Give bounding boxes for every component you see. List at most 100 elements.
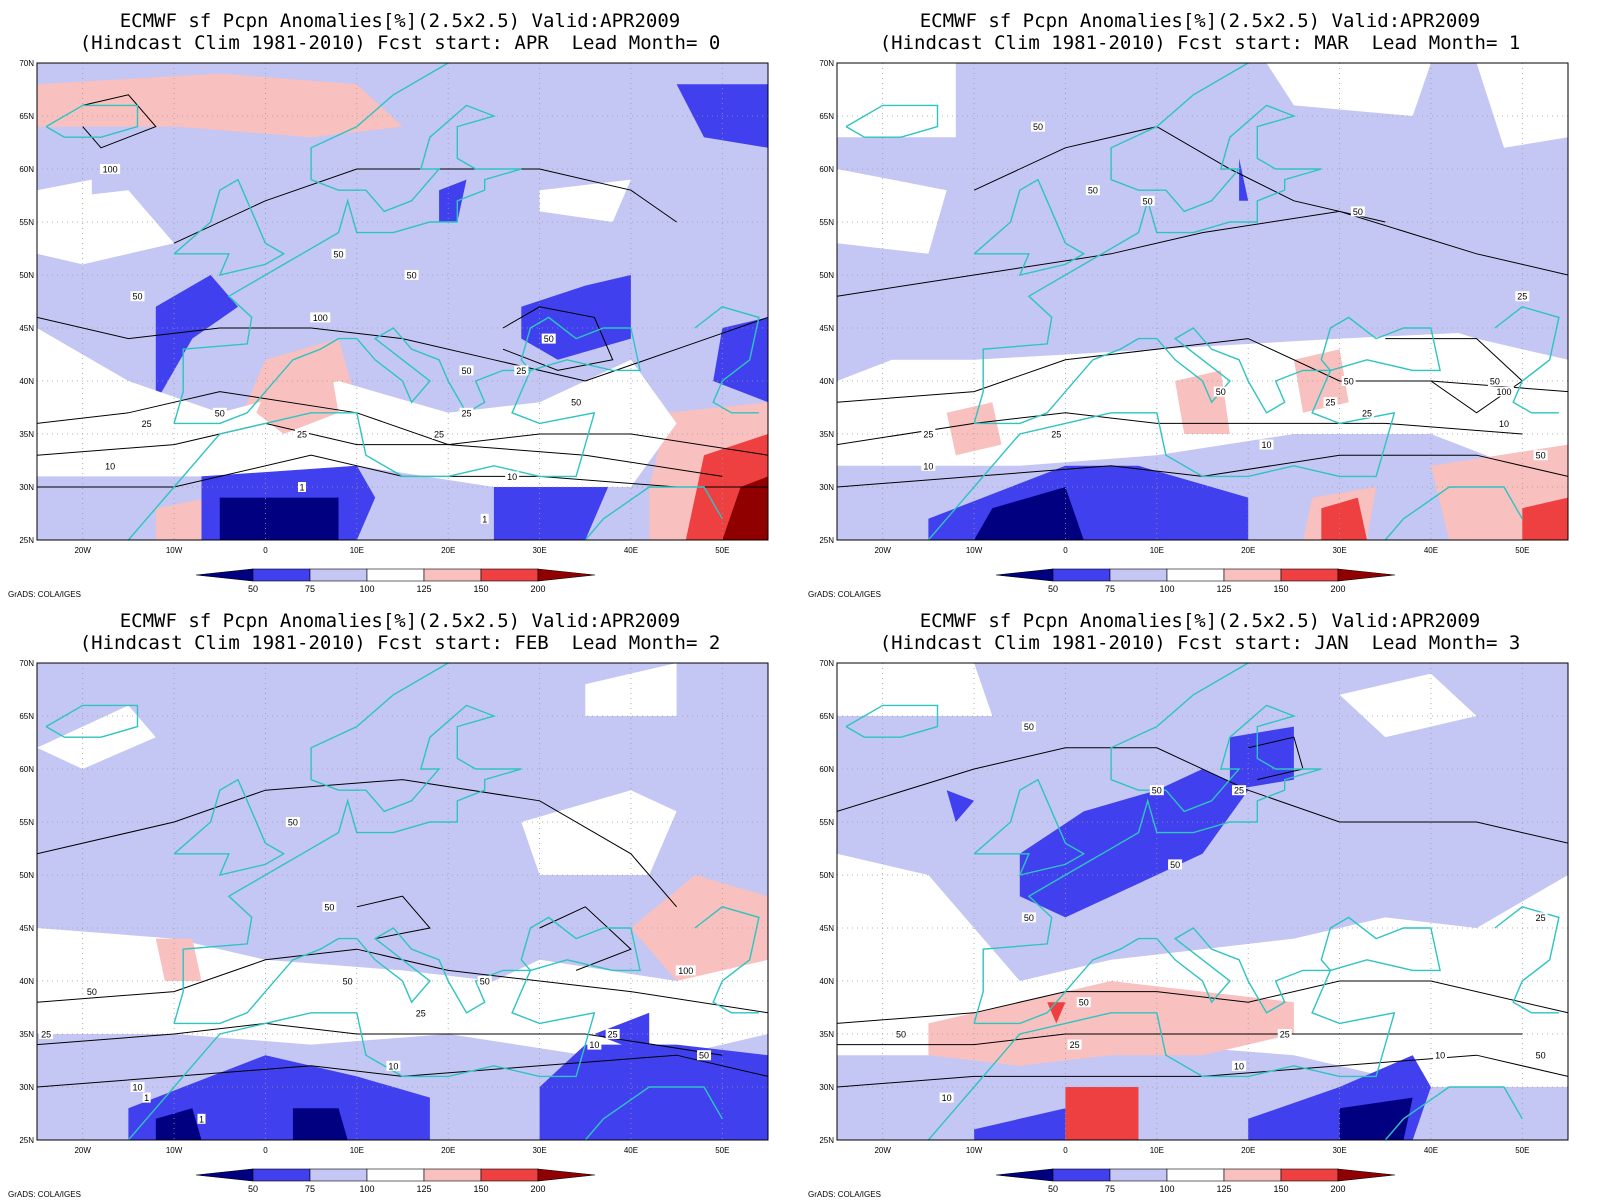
contour-label: 25: [1051, 430, 1061, 440]
coastline: [1320, 316, 1441, 372]
contour-label-bg: [340, 976, 355, 986]
contour-label: 50: [343, 977, 353, 987]
latitude-label: 40N: [819, 377, 834, 386]
colorbar-label: 50: [248, 584, 258, 594]
map-panel-lead-1: ECMWF sf Pcpn Anomalies[%](2.5x2.5) Vali…: [800, 0, 1600, 600]
coastline: [927, 927, 1396, 1140]
contour-line: [837, 210, 1568, 297]
colorbar-label: 75: [1105, 1184, 1115, 1194]
colorbar-segment: [995, 568, 1054, 582]
contour-label-bg: [697, 1050, 712, 1061]
colorbar-segment: [1280, 1168, 1339, 1182]
latitude-labels: 70N 65N 60N 55N 50N 45N 40N 35N 30N 25N: [19, 59, 34, 545]
contour-label-bg: [130, 291, 145, 302]
longitude-label: 40E: [1424, 546, 1438, 555]
latitude-label: 60N: [19, 765, 34, 774]
coastline: [173, 663, 522, 1024]
contour-label: 25: [41, 1030, 51, 1040]
contour-label: 50: [1353, 207, 1363, 217]
anomaly-region-mid-blue: [155, 275, 238, 403]
latitude-label: 50N: [19, 271, 34, 280]
colorbar-label: 50: [248, 1184, 258, 1194]
latitude-label: 55N: [819, 218, 834, 227]
longitude-label: 50E: [715, 546, 729, 555]
contour-label-bg: [1232, 785, 1247, 796]
colorbar-label: 150: [1273, 584, 1288, 594]
contour-label: 1: [299, 483, 304, 493]
colorbar-label: 125: [1216, 584, 1231, 594]
longitude-label: 50E: [1515, 546, 1529, 555]
contour-label-bg: [541, 333, 556, 344]
colorbar-label: 125: [416, 584, 431, 594]
latitude-label: 25N: [819, 1136, 834, 1145]
contour-label-bg: [1494, 386, 1515, 397]
contour-label: 50: [1170, 860, 1180, 870]
colorbar-segment: [1109, 1168, 1168, 1182]
contour-label: 50: [324, 902, 334, 912]
shaded-anomaly-field: [837, 663, 1568, 1140]
contour-label: 50: [87, 987, 97, 997]
contour-label-bg: [459, 407, 474, 418]
contour-label: 25: [608, 1030, 618, 1040]
longitude-label: 30E: [532, 546, 546, 555]
contour-label: 50: [480, 977, 490, 987]
latitude-labels: 70N 65N 60N 55N 50N 45N 40N 35N 30N 25N: [819, 659, 834, 1145]
contour-label: 10: [388, 1061, 398, 1071]
coastline: [1494, 306, 1560, 414]
anomaly-region-dark-blue: [155, 1108, 202, 1140]
contour-label: 25: [416, 1008, 426, 1018]
anomaly-region-light-red: [928, 981, 1294, 1066]
colorbar-segment: [1109, 568, 1168, 582]
contour-label: 50: [571, 398, 581, 408]
coastline: [694, 906, 760, 1014]
longitude-label: 20E: [441, 1146, 455, 1155]
contour-label-bg: [297, 482, 306, 492]
anomaly-region-mid-blue: [1019, 769, 1249, 918]
colorbar-label: 50: [1048, 584, 1058, 594]
anomaly-region-white: [837, 63, 956, 138]
grads-credit: GrADS: COLA/IGES: [808, 1190, 881, 1199]
contour-label-bg: [921, 429, 936, 439]
contour-label: 1: [482, 514, 487, 524]
contour-label: 10: [942, 1093, 952, 1103]
coastline: [973, 63, 1322, 424]
colorbar-segment: [1052, 568, 1111, 582]
contour-label-bg: [386, 1060, 401, 1071]
longitude-label: 30E: [532, 1146, 546, 1155]
contour-label: 1: [144, 1093, 149, 1103]
contour-label-bg: [294, 429, 309, 439]
longitude-label: 50E: [1515, 1146, 1529, 1155]
anomaly-region-dark-blue: [974, 487, 1084, 540]
latitude-label: 25N: [19, 536, 34, 545]
latitude-label: 55N: [19, 818, 34, 827]
contour-label-bg: [1515, 291, 1530, 302]
contour-label: 50: [1143, 196, 1153, 206]
longitude-label: 20E: [1241, 546, 1255, 555]
anomaly-region-mid-blue: [946, 790, 975, 822]
contour-label: 25: [1536, 913, 1546, 923]
contour-labels: 50 50 25 50 50 50 25 10 50 25 10 50 25 10: [893, 721, 1548, 1103]
colorbar-segment: [195, 568, 254, 582]
anomaly-region-mid-blue: [439, 179, 467, 222]
colorbar-segment: [252, 568, 311, 582]
contour-label-bg: [331, 248, 346, 259]
latitude-label: 65N: [19, 112, 34, 121]
shaded-anomaly-field: [837, 63, 1568, 540]
coastline: [973, 663, 1322, 1024]
contour-label: 25: [434, 430, 444, 440]
map-panel-lead-2: ECMWF sf Pcpn Anomalies[%](2.5x2.5) Vali…: [0, 600, 800, 1200]
contour-label-bg: [130, 1082, 145, 1092]
contour-label: 25: [142, 419, 152, 429]
latitude-label: 45N: [19, 924, 34, 933]
colorbar-label: 200: [1330, 584, 1345, 594]
colorbar-label: 100: [359, 1184, 374, 1194]
anomaly-region-mid-blue: [1229, 726, 1294, 791]
map-panel-lead-0: ECMWF sf Pcpn Anomalies[%](2.5x2.5) Vali…: [0, 0, 800, 600]
contour-lines: [837, 736, 1568, 1088]
colorbar-label: 200: [530, 1184, 545, 1194]
anomaly-region-dark-blue: [219, 497, 339, 540]
longitude-label: 40E: [624, 1146, 638, 1155]
colorbar-label: 50: [1048, 1184, 1058, 1194]
